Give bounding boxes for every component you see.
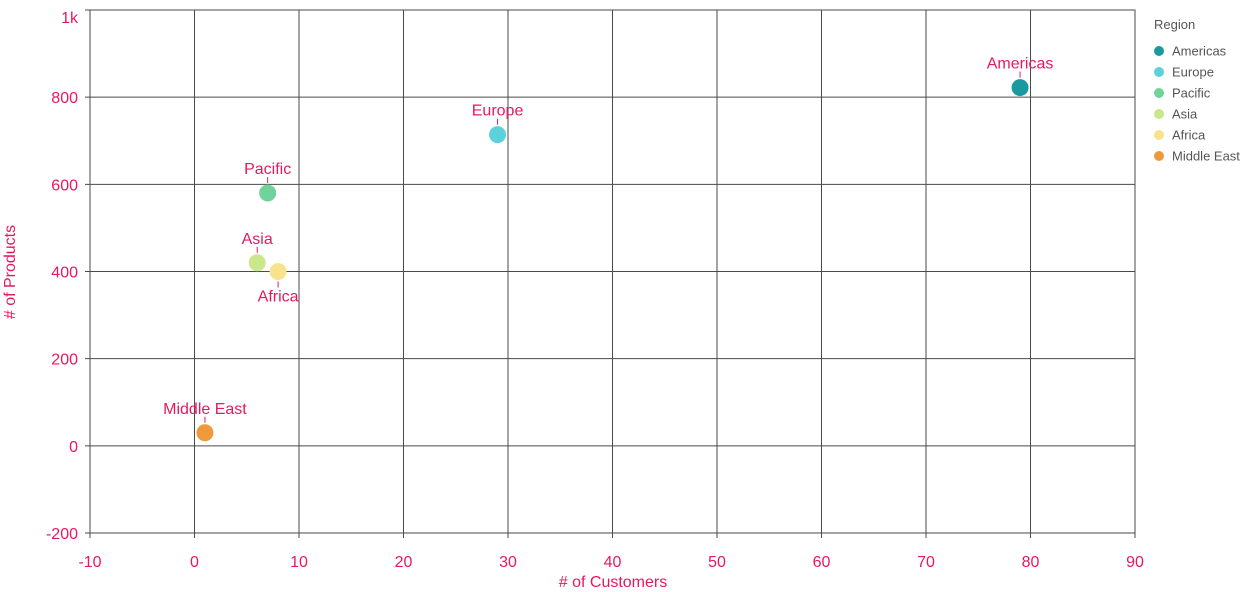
y-tick-label: 0 <box>69 439 78 456</box>
data-point[interactable]: Europe <box>472 103 524 144</box>
legend-swatch <box>1154 109 1164 119</box>
x-tick-label: -10 <box>78 554 101 571</box>
x-tick-label: 90 <box>1126 554 1144 571</box>
legend-item[interactable]: Americas <box>1154 44 1227 59</box>
legend-label: Pacific <box>1172 86 1211 101</box>
legend-swatch <box>1154 67 1164 77</box>
y-tick-label: 200 <box>51 352 78 369</box>
point-marker[interactable] <box>196 424 214 442</box>
x-tick-label: 10 <box>290 554 308 571</box>
y-tick-label: 600 <box>51 177 78 194</box>
x-tick-label: 30 <box>499 554 517 571</box>
y-tick-label: 1k <box>61 10 79 27</box>
legend-title: Region <box>1154 17 1195 32</box>
point-label: Asia <box>242 231 273 248</box>
point-label: Africa <box>258 289 299 306</box>
y-axis-ticks: -200 0 200 400 600 800 1k <box>46 10 79 543</box>
x-tick-label: 80 <box>1022 554 1040 571</box>
data-point[interactable]: Pacific <box>244 161 291 202</box>
x-tick-label: 0 <box>190 554 199 571</box>
y-axis-title: # of Products <box>2 225 19 319</box>
legend-swatch <box>1154 46 1164 56</box>
legend-label: Europe <box>1172 65 1214 80</box>
x-tick-label: 70 <box>917 554 935 571</box>
legend: Region Americas Europe Pacific Asia Africa Mi… <box>1154 17 1240 164</box>
y-tick-label: 400 <box>51 265 78 282</box>
data-point[interactable]: Middle East <box>163 401 247 442</box>
grid-lines <box>85 9 1136 538</box>
legend-label: Africa <box>1172 128 1206 143</box>
x-tick-label: 50 <box>708 554 726 571</box>
data-point[interactable]: Americas <box>987 56 1054 97</box>
y-tick-label: 800 <box>51 90 78 107</box>
legend-swatch <box>1154 88 1164 98</box>
y-tick-label: -200 <box>46 526 78 543</box>
point-marker[interactable] <box>489 126 507 144</box>
x-axis-ticks: -10 0 10 20 30 40 50 60 70 80 90 <box>78 554 1144 571</box>
legend-label: Middle East <box>1172 149 1240 164</box>
point-marker[interactable] <box>269 263 287 280</box>
legend-swatch <box>1154 130 1164 140</box>
legend-label: Asia <box>1172 107 1198 122</box>
point-label: Americas <box>987 56 1054 73</box>
legend-label: Americas <box>1172 44 1227 59</box>
point-label: Europe <box>472 103 524 120</box>
legend-item[interactable]: Middle East <box>1154 149 1240 164</box>
data-points: Americas Europe Pacific Asia Africa Middle Ea… <box>163 56 1053 442</box>
legend-item[interactable]: Pacific <box>1154 86 1211 101</box>
legend-swatch <box>1154 151 1164 161</box>
x-tick-label: 20 <box>395 554 413 571</box>
point-marker[interactable] <box>259 184 277 202</box>
data-point[interactable]: Africa <box>258 263 299 306</box>
data-point[interactable]: Asia <box>242 231 273 272</box>
x-axis-title: # of Customers <box>559 574 667 591</box>
point-label: Pacific <box>244 161 291 178</box>
legend-item[interactable]: Europe <box>1154 65 1214 80</box>
point-marker[interactable] <box>1011 79 1029 97</box>
x-tick-label: 40 <box>604 554 622 571</box>
legend-item[interactable]: Africa <box>1154 128 1206 143</box>
legend-item[interactable]: Asia <box>1154 107 1198 122</box>
point-marker[interactable] <box>248 254 266 272</box>
x-tick-label: 60 <box>813 554 831 571</box>
point-label: Middle East <box>163 401 247 418</box>
